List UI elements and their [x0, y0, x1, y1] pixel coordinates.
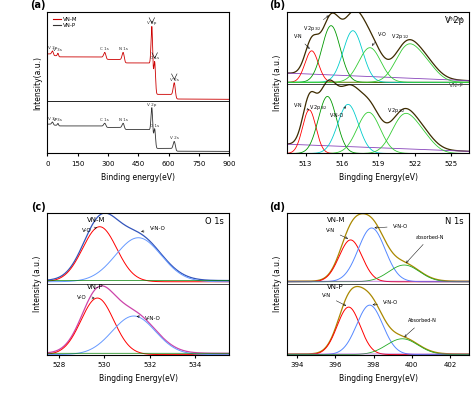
Text: V-N-O: V-N-O: [137, 316, 161, 321]
Text: V 2p: V 2p: [147, 21, 156, 26]
Text: C 1s: C 1s: [100, 47, 109, 51]
Text: V 2p$_{1/2}$: V 2p$_{1/2}$: [391, 33, 409, 41]
Text: V 2p: V 2p: [445, 16, 464, 25]
X-axis label: Bingding Energy(eV): Bingding Energy(eV): [99, 374, 178, 383]
X-axis label: Bingding Energy(eV): Bingding Energy(eV): [339, 374, 418, 383]
Text: Absorbed-N: Absorbed-N: [405, 318, 437, 336]
Text: O 1s: O 1s: [205, 217, 224, 226]
Text: V 2p$_{1/2}$: V 2p$_{1/2}$: [387, 106, 406, 115]
Text: N 1s: N 1s: [118, 118, 128, 122]
Text: absorbed-N: absorbed-N: [406, 234, 444, 262]
Text: V-N: V-N: [326, 228, 347, 238]
Y-axis label: Intensity (a.u.): Intensity (a.u.): [273, 256, 282, 312]
Text: O 1s: O 1s: [150, 124, 159, 128]
X-axis label: Binding energy(eV): Binding energy(eV): [101, 173, 175, 182]
Text: (d): (d): [270, 202, 286, 212]
Text: V-O: V-O: [372, 32, 387, 45]
Text: V 2s: V 2s: [170, 78, 179, 82]
Text: V-N: V-N: [293, 103, 309, 110]
Text: VN-P: VN-P: [87, 284, 104, 290]
Text: V-N-O: V-N-O: [142, 226, 165, 232]
Text: V 3s: V 3s: [54, 48, 63, 52]
Text: V 2p: V 2p: [147, 103, 156, 107]
Text: VN-M: VN-M: [328, 217, 346, 223]
Text: V 3p: V 3p: [48, 117, 57, 121]
Text: V-N-O: V-N-O: [373, 300, 398, 305]
Text: N 1s: N 1s: [118, 47, 128, 51]
Text: C 1s: C 1s: [100, 118, 109, 122]
Text: (c): (c): [31, 202, 46, 212]
Text: V 3s: V 3s: [54, 118, 63, 122]
Text: VN-M: VN-M: [87, 217, 106, 223]
Text: V 2p$_{3/2}$: V 2p$_{3/2}$: [303, 16, 328, 33]
Text: V-N-O: V-N-O: [375, 224, 408, 229]
Text: V 3p: V 3p: [48, 46, 57, 50]
Text: V-N: V-N: [322, 293, 346, 306]
Text: VN-P: VN-P: [449, 83, 464, 87]
Legend: VN-M, VN-P: VN-M, VN-P: [52, 16, 78, 28]
Text: (a): (a): [30, 0, 46, 10]
Text: V 2p$_{3/2}$: V 2p$_{3/2}$: [309, 104, 327, 112]
Text: V 2s: V 2s: [170, 136, 179, 140]
Text: N 1s: N 1s: [445, 217, 464, 226]
Y-axis label: Intensity (a.u.): Intensity (a.u.): [33, 256, 42, 312]
Text: V-O: V-O: [77, 295, 94, 300]
Text: VN-M: VN-M: [447, 17, 464, 22]
Text: V-N-O: V-N-O: [0, 393, 1, 394]
Text: O 1s: O 1s: [150, 56, 159, 61]
Y-axis label: Intensity (a.u.): Intensity (a.u.): [273, 54, 282, 111]
Text: V-N: V-N: [293, 34, 310, 48]
Text: VN-P: VN-P: [328, 284, 344, 290]
Text: (b): (b): [270, 0, 286, 10]
Text: V-N-O: V-N-O: [330, 107, 346, 118]
X-axis label: Bingding Energy(eV): Bingding Energy(eV): [339, 173, 418, 182]
Y-axis label: Intensity(a.u.): Intensity(a.u.): [33, 56, 42, 110]
Text: V-O: V-O: [82, 227, 97, 233]
